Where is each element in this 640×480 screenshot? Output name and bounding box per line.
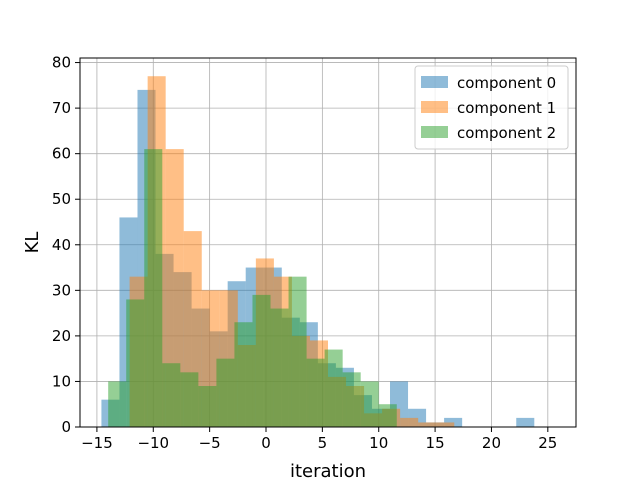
legend-swatch <box>421 126 448 138</box>
legend-label: component 1 <box>457 99 556 117</box>
histogram-bar <box>216 358 235 427</box>
histogram-bar <box>288 276 307 427</box>
bars <box>101 76 535 427</box>
histogram-bar <box>165 149 184 427</box>
series-2 <box>108 149 397 427</box>
x-tick-label: 5 <box>318 434 328 452</box>
y-tick-label: 80 <box>52 54 71 72</box>
x-tick-label: −10 <box>137 434 169 452</box>
y-tick-label: 30 <box>52 281 71 299</box>
legend-swatch <box>421 101 448 113</box>
x-tick-label: 10 <box>369 434 388 452</box>
histogram-bar <box>234 322 253 427</box>
histogram-bar <box>378 404 397 427</box>
y-axis-label: KL <box>22 232 43 254</box>
histogram-bar <box>126 299 145 427</box>
y-tick-label: 40 <box>52 236 71 254</box>
x-tick-label: −15 <box>81 434 113 452</box>
x-tick-label: 25 <box>538 434 557 452</box>
legend-swatch <box>421 76 448 88</box>
histogram-bar <box>180 372 199 427</box>
legend: component 0 component 1 component 2 <box>414 65 569 150</box>
histogram-bar <box>162 363 181 427</box>
legend-label: component 0 <box>457 74 556 92</box>
y-tick-label: 20 <box>52 327 71 345</box>
x-tick-label: 20 <box>482 434 501 452</box>
histogram-bar <box>306 358 325 427</box>
x-axis-label: iteration <box>290 461 366 480</box>
histogram-bar <box>144 149 163 427</box>
histogram-bar <box>252 294 271 427</box>
histogram-bar <box>400 417 419 427</box>
y-tick-label: 60 <box>52 145 71 163</box>
histogram-bar <box>108 381 127 427</box>
histogram-bar <box>342 372 361 427</box>
y-tick-label: 50 <box>52 190 71 208</box>
y-tick-label: 70 <box>52 99 71 117</box>
legend-label: component 2 <box>457 124 556 142</box>
histogram-bar <box>270 308 289 427</box>
y-tick-label: 0 <box>61 418 71 436</box>
histogram-bar <box>324 349 343 427</box>
histogram-bar <box>360 381 379 427</box>
axis-ticks: −15 −10 −5 0 5 10 15 20 25 0 10 20 30 40 50 60 70 80 <box>52 54 557 452</box>
histogram-bar <box>418 422 437 427</box>
y-tick-label: 10 <box>52 372 71 390</box>
legend-box <box>414 65 569 150</box>
histogram-bar <box>198 386 217 427</box>
x-tick-label: −5 <box>199 434 221 452</box>
x-tick-label: 0 <box>261 434 271 452</box>
histogram-bar <box>436 422 455 427</box>
histogram-bar <box>516 417 535 427</box>
x-tick-label: 15 <box>426 434 445 452</box>
plot-frame <box>79 57 577 428</box>
